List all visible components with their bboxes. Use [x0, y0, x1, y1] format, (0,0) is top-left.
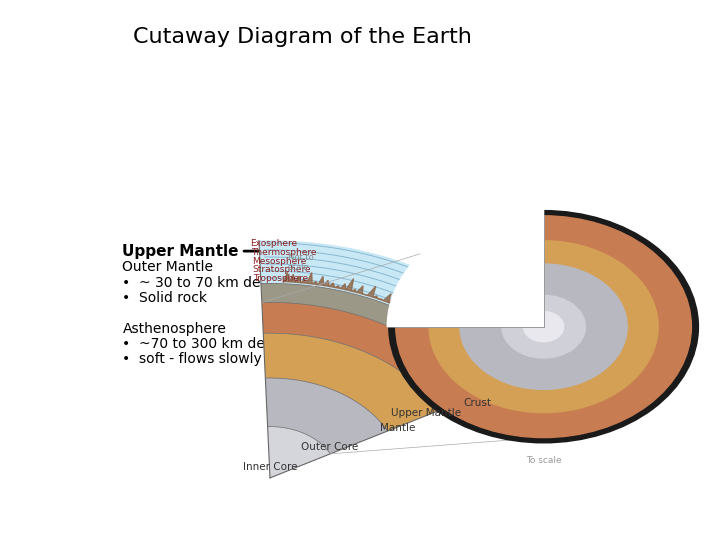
Polygon shape [404, 307, 408, 311]
Text: Thermosphere: Thermosphere [251, 248, 317, 257]
Circle shape [396, 216, 691, 437]
Polygon shape [394, 304, 399, 307]
Polygon shape [261, 284, 499, 395]
Polygon shape [399, 307, 404, 309]
Polygon shape [301, 279, 307, 284]
Text: •  soft - flows slowly: • soft - flows slowly [122, 352, 262, 366]
Polygon shape [318, 276, 323, 286]
Polygon shape [413, 313, 418, 316]
Text: To scale: To scale [526, 456, 562, 465]
Text: Upper Mantle: Upper Mantle [391, 408, 462, 418]
Text: Exosphere: Exosphere [251, 239, 297, 248]
Polygon shape [335, 286, 341, 288]
Text: Troposphere: Troposphere [253, 274, 309, 283]
Text: •  Solid rock: • Solid rock [122, 291, 207, 305]
Text: •  ~ 30 to 70 km deep: • ~ 30 to 70 km deep [122, 276, 278, 291]
Text: Mesosphere: Mesosphere [252, 256, 306, 266]
Polygon shape [284, 272, 289, 282]
Polygon shape [423, 318, 428, 321]
Polygon shape [449, 335, 454, 338]
Polygon shape [454, 338, 458, 341]
Text: Not to
scale: Not to scale [287, 253, 313, 272]
Text: Upper Mantle: Upper Mantle [122, 244, 239, 259]
Polygon shape [462, 344, 466, 347]
Polygon shape [436, 328, 496, 381]
Polygon shape [469, 350, 474, 354]
Polygon shape [389, 296, 396, 305]
Text: Inner Core: Inner Core [243, 462, 297, 472]
Polygon shape [346, 279, 354, 291]
Polygon shape [367, 286, 376, 297]
Text: •  ~70 to 300 km deep: • ~70 to 300 km deep [122, 337, 283, 351]
Polygon shape [445, 326, 456, 335]
Text: Mantle: Mantle [380, 423, 415, 433]
Polygon shape [378, 299, 383, 301]
Polygon shape [259, 240, 549, 387]
Wedge shape [387, 210, 544, 327]
Polygon shape [307, 273, 312, 284]
Text: Stratosphere: Stratosphere [253, 265, 311, 274]
Polygon shape [264, 333, 441, 431]
Polygon shape [312, 281, 318, 285]
Polygon shape [268, 427, 330, 478]
Circle shape [502, 295, 585, 358]
Circle shape [389, 211, 698, 443]
Polygon shape [357, 286, 363, 294]
Polygon shape [351, 289, 357, 293]
Polygon shape [262, 302, 477, 410]
Circle shape [460, 264, 627, 389]
Polygon shape [428, 321, 432, 323]
Polygon shape [383, 294, 391, 302]
Polygon shape [418, 316, 423, 318]
Circle shape [523, 312, 564, 342]
Polygon shape [436, 325, 441, 329]
Text: Outer Core: Outer Core [301, 442, 359, 452]
Polygon shape [323, 280, 329, 286]
Polygon shape [373, 296, 378, 299]
Polygon shape [329, 283, 335, 287]
Text: Crust: Crust [464, 397, 492, 408]
Polygon shape [341, 284, 346, 290]
Circle shape [429, 241, 658, 413]
Polygon shape [408, 306, 417, 313]
Text: Cutaway Diagram of the Earth: Cutaway Diagram of the Earth [133, 27, 472, 47]
Polygon shape [289, 274, 295, 282]
Polygon shape [458, 339, 464, 344]
Polygon shape [266, 378, 387, 454]
Polygon shape [465, 347, 469, 350]
Polygon shape [432, 322, 437, 326]
Text: Asthenosphere: Asthenosphere [122, 322, 226, 336]
Polygon shape [473, 349, 485, 357]
Polygon shape [362, 294, 367, 295]
Polygon shape [295, 276, 301, 283]
Polygon shape [441, 326, 448, 332]
Text: Outer Mantle: Outer Mantle [122, 260, 213, 274]
